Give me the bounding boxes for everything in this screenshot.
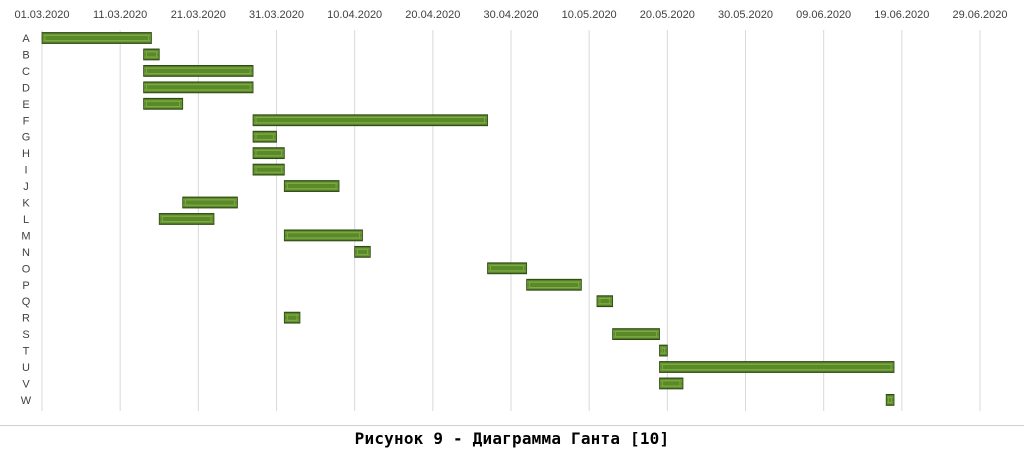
task-bar-F (252, 114, 488, 127)
task-label-N: N (22, 247, 30, 259)
task-label-B: B (22, 49, 29, 61)
x-tick-label: 19.06.2020 (874, 9, 929, 21)
task-label-A: A (22, 33, 30, 45)
x-tick-label: 20.05.2020 (640, 9, 695, 21)
task-bar-C (143, 65, 254, 77)
task-bar-Q (596, 295, 614, 308)
x-tick-label: 30.05.2020 (718, 9, 773, 21)
task-bar-A (41, 32, 152, 44)
task-label-J: J (23, 181, 29, 193)
task-label-P: P (22, 280, 29, 292)
task-bar-V (659, 377, 684, 390)
figure-caption: Рисунок 9 - Диаграмма Ганта [10] (354, 429, 670, 448)
task-bars (41, 32, 895, 406)
x-tick-label: 09.06.2020 (796, 9, 851, 21)
task-label-I: I (24, 165, 27, 177)
task-bar-H (252, 147, 285, 160)
figure-caption-box: Рисунок 9 - Диаграмма Ганта [10] (0, 425, 1024, 451)
task-bar-B (143, 48, 160, 61)
task-label-V: V (22, 378, 30, 390)
task-label-R: R (22, 313, 30, 325)
gridlines (41, 30, 981, 411)
task-label-D: D (22, 82, 30, 94)
task-bar-J (283, 180, 340, 192)
task-bar-L (158, 213, 215, 225)
task-label-C: C (22, 66, 30, 78)
task-bar-I (252, 163, 285, 176)
task-label-E: E (22, 99, 29, 111)
task-label-H: H (22, 148, 30, 160)
task-label-Q: Q (22, 296, 31, 308)
task-bar-P (526, 278, 582, 291)
x-axis-tick-labels: 01.03.2020 11.03.2020 21.03.2020 31.03.2020… (14, 9, 1007, 21)
x-tick-label: 30.04.2020 (483, 9, 538, 21)
task-label-G: G (22, 132, 31, 144)
gantt-chart: 01.03.2020 11.03.2020 21.03.2020 31.03.2020… (14, 9, 1008, 411)
x-tick-label: 10.04.2020 (327, 9, 382, 21)
task-label-M: M (21, 230, 30, 242)
task-bar-U (659, 361, 895, 373)
x-tick-label: 10.05.2020 (562, 9, 617, 21)
task-label-K: K (22, 198, 30, 210)
x-tick-label: 31.03.2020 (249, 9, 304, 21)
task-label-O: O (22, 263, 31, 275)
task-bar-S (612, 328, 660, 341)
task-label-S: S (22, 329, 29, 341)
x-tick-label: 20.04.2020 (405, 9, 460, 21)
task-bar-N (354, 245, 371, 258)
task-bar-M (283, 229, 363, 242)
x-tick-label: 01.03.2020 (14, 9, 69, 21)
task-label-L: L (23, 214, 29, 226)
x-tick-label: 21.03.2020 (171, 9, 226, 21)
task-bar-W (885, 393, 895, 406)
task-bar-D (143, 81, 254, 94)
x-tick-label: 29.06.2020 (952, 9, 1007, 21)
task-label-F: F (23, 115, 30, 127)
x-tick-label: 11.03.2020 (93, 9, 147, 21)
task-label-U: U (22, 362, 30, 374)
task-bar-E (143, 97, 184, 110)
task-bar-R (283, 311, 301, 324)
task-bar-T (659, 344, 668, 357)
task-bar-O (487, 262, 528, 275)
task-bar-K (182, 196, 238, 209)
task-bar-G (252, 130, 277, 143)
task-label-T: T (23, 346, 30, 358)
task-label-W: W (21, 395, 32, 407)
